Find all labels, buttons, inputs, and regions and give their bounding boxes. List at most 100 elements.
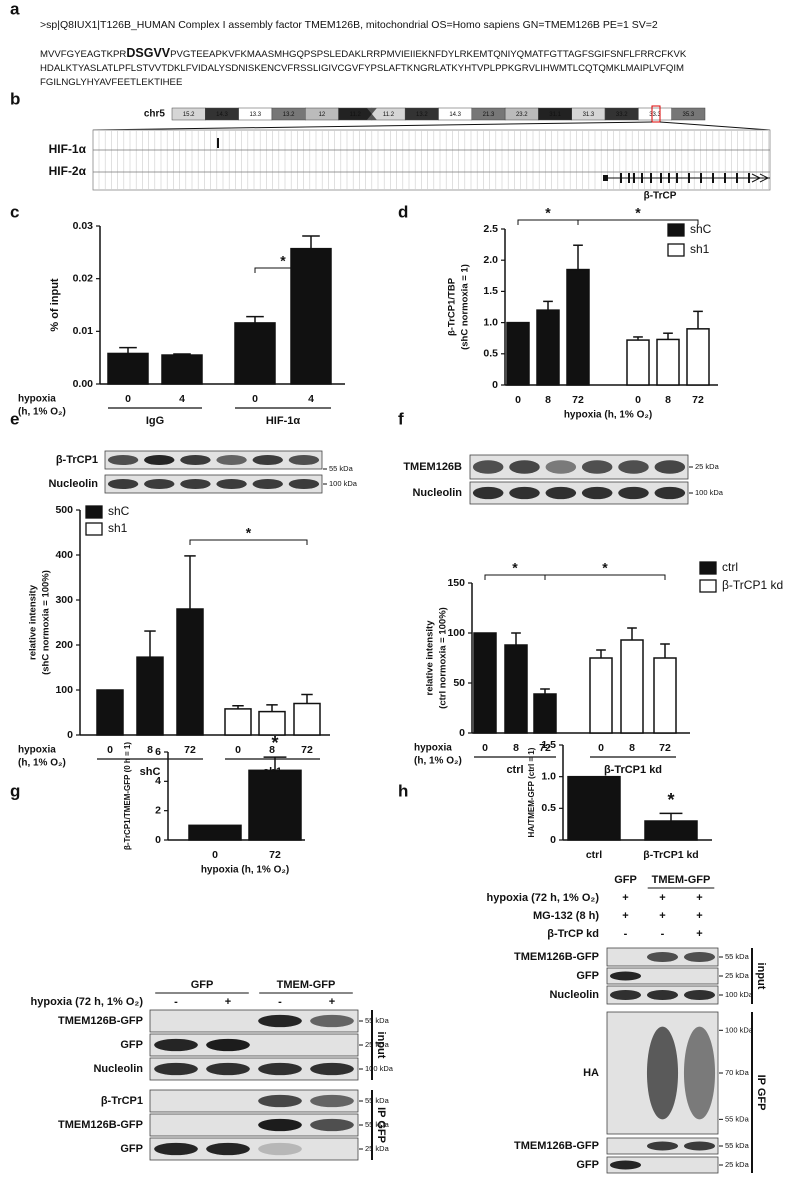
size-marker: 55 kDa <box>365 1016 390 1025</box>
blot-row-label: GFP <box>120 1143 143 1155</box>
significance-bracket <box>254 267 312 273</box>
x-tick-label: 72 <box>692 394 704 406</box>
y-tick-label: 500 <box>55 504 73 516</box>
significance-star: * <box>246 525 252 541</box>
size-marker: 70 kDa <box>725 1068 750 1077</box>
legend-label: ctrl <box>722 560 738 574</box>
blot-band <box>472 460 504 474</box>
blot-band <box>180 478 211 490</box>
legend-label: shC <box>108 504 130 518</box>
x-row-label: hypoxia <box>18 394 56 405</box>
significance-bracket <box>577 219 699 225</box>
y-axis-label: (ctrl normoxia = 100%) <box>438 607 449 709</box>
bar <box>589 657 613 734</box>
size-marker: 25 kDa <box>365 1040 390 1049</box>
x-tick-label: 0 <box>482 742 488 754</box>
panel-label: e <box>10 409 19 428</box>
blot-band <box>310 1094 354 1108</box>
blot-row-label: TMEM126B-GFP <box>58 1119 143 1131</box>
blot-band <box>154 1062 198 1076</box>
y-tick-label: 50 <box>453 677 465 689</box>
error-bar <box>173 353 191 356</box>
blot-row <box>606 967 719 985</box>
blot-band <box>144 478 175 490</box>
blot-row-label: TMEM126B-GFP <box>58 1015 143 1027</box>
x-row-label: (h, 1% O₂) <box>414 756 462 767</box>
x-tick-label: 0 <box>635 394 641 406</box>
error-bar <box>596 649 606 658</box>
error-bar <box>246 315 264 323</box>
bar <box>188 824 242 841</box>
gene-exon <box>633 173 635 183</box>
bar <box>234 322 276 385</box>
bar <box>536 309 560 386</box>
sequence-segment: PVGTEEAPKVFKMAASMHGQPSPSLEDAKLRRPMVIEIIE… <box>170 49 687 60</box>
group-label: β-TrCP1 kd <box>604 764 662 776</box>
panel-label: a <box>10 0 20 18</box>
gene-exon <box>736 173 738 183</box>
condition-sign: - <box>661 928 665 940</box>
zoom-line <box>659 121 771 131</box>
bar <box>258 710 286 736</box>
blot-band <box>206 1142 250 1156</box>
blot-band <box>206 1062 250 1076</box>
blot-row <box>149 1033 359 1057</box>
gene-exon <box>688 173 690 183</box>
size-marker: 55 kDa <box>365 1096 390 1105</box>
significance-bracket <box>517 219 579 225</box>
significance-bracket <box>484 574 546 580</box>
error-bar <box>511 632 521 645</box>
y-tick-label: 6 <box>155 746 161 758</box>
size-marker: 100 kDa <box>365 1064 394 1073</box>
condition-sign: + <box>696 892 702 904</box>
condition-sign: + <box>696 910 702 922</box>
band-label: 11.2 <box>383 112 395 118</box>
blot-row-label: GFP <box>120 1039 143 1051</box>
significance-star: * <box>280 253 286 269</box>
legend-swatch <box>699 579 717 593</box>
x-row-label: hypoxia <box>414 743 452 754</box>
band-label: 11.2 <box>350 112 362 118</box>
y-tick-label: 0 <box>459 727 465 739</box>
size-marker: 25 kDa <box>695 462 720 471</box>
band-label: 14.3 <box>216 112 228 118</box>
blot-row <box>149 1137 359 1161</box>
legend-swatch <box>667 223 685 237</box>
band-label: 35.3 <box>683 112 695 118</box>
blot-band <box>683 1141 716 1151</box>
gene-exon <box>700 173 702 183</box>
size-marker: 55 kDa <box>329 464 354 473</box>
sequence-segment: HDALKTYASLATLPFLSTVVTDKLFVIDALYSDNISKENC… <box>40 63 684 74</box>
y-axis-label: (shC normoxia = 1) <box>460 264 471 350</box>
x-tick-label: 0 <box>252 393 258 405</box>
legend-label: sh1 <box>690 242 710 256</box>
band-label: 13.2 <box>283 112 295 118</box>
section-label: IP GFP <box>755 1075 767 1111</box>
band-label: 31.1 <box>549 112 561 118</box>
blot-row-label: TMEM126B-GFP <box>514 1140 599 1152</box>
blot-band <box>288 478 320 490</box>
bar <box>107 352 149 385</box>
condition-label: β-TrCP kd <box>547 928 599 940</box>
y-axis-label: β-TrCP1/TBP <box>447 277 458 336</box>
bar <box>566 268 590 386</box>
panel-label: d <box>398 202 408 221</box>
x-tick-label: 8 <box>147 744 153 756</box>
locus-highlight <box>651 105 661 123</box>
blot-band <box>310 1118 354 1132</box>
blot-row <box>149 1009 359 1033</box>
blot-band <box>258 1062 302 1076</box>
blot-band <box>252 454 283 466</box>
condition-sign: + <box>696 928 702 940</box>
y-tick-label: 1.0 <box>541 770 556 782</box>
x-axis-label: hypoxia (h, 1% O₂) <box>564 410 652 421</box>
size-marker: 100 kDa <box>725 1025 754 1034</box>
significance-star: * <box>635 205 641 221</box>
bar <box>473 632 497 734</box>
x-row-label: hypoxia <box>18 745 56 756</box>
blot-band <box>154 1142 198 1156</box>
size-marker: 25 kDa <box>365 1144 390 1153</box>
y-tick-label: 100 <box>55 684 73 696</box>
x-tick-label: 0 <box>212 849 218 861</box>
